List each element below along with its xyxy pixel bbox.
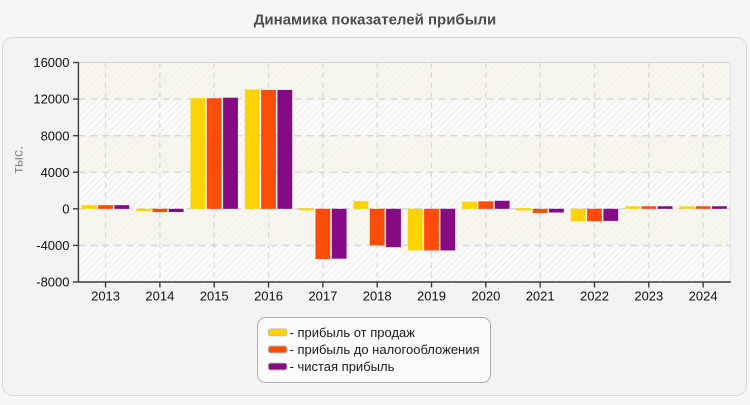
svg-text:2013: 2013 [91,289,120,304]
svg-text:тыс.: тыс. [10,146,26,173]
svg-text:16000: 16000 [33,55,69,70]
svg-text:- прибыль от продаж: - прибыль от продаж [290,325,416,340]
svg-text:2023: 2023 [634,289,663,304]
svg-text:2022: 2022 [580,289,609,304]
svg-text:2015: 2015 [200,289,229,304]
svg-text:-8000: -8000 [36,275,69,290]
svg-text:2019: 2019 [417,289,446,304]
svg-text:4000: 4000 [41,165,70,180]
svg-text:Динамика показателей прибыли: Динамика показателей прибыли [254,11,497,28]
svg-text:2020: 2020 [471,289,500,304]
svg-text:2021: 2021 [526,289,555,304]
svg-text:-4000: -4000 [36,238,69,253]
svg-text:2024: 2024 [689,289,718,304]
svg-text:0: 0 [62,201,69,216]
svg-text:- прибыль до налогообложения: - прибыль до налогообложения [290,342,480,357]
svg-text:2017: 2017 [308,289,337,304]
svg-text:12000: 12000 [33,92,69,107]
svg-text:2018: 2018 [363,289,392,304]
svg-text:2016: 2016 [254,289,283,304]
svg-text:8000: 8000 [41,128,70,143]
svg-text:- чистая прибыль: - чистая прибыль [290,359,395,374]
svg-text:2014: 2014 [145,289,174,304]
